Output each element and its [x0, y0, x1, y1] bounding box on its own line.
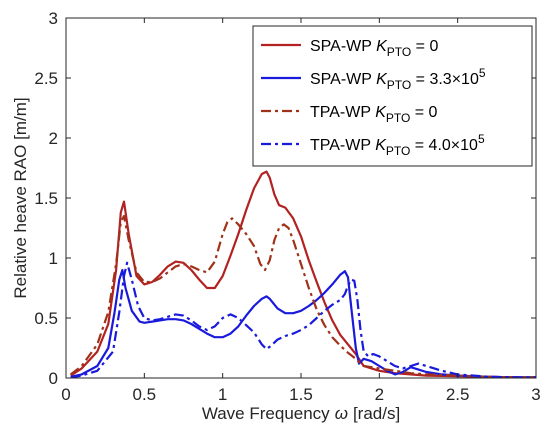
ticks-layer — [65, 17, 537, 379]
legend: SPA-WP KPTO = 0 SPA-WP KPTO = 3.3×105 TPA-… — [252, 25, 533, 167]
y-tick-label: 0 — [49, 369, 58, 388]
y-tick-label: 1 — [49, 249, 58, 268]
series-layer — [70, 170, 536, 379]
series-line-4 — [70, 261, 536, 379]
legend-box — [252, 25, 533, 167]
x-tick-label: 3 — [531, 385, 540, 404]
y-axis-label: Relative heave RAO [m/m] — [11, 97, 30, 298]
y-tick-labels: 0 0.5 1 1.5 2 2.5 3 — [34, 9, 58, 388]
y-tick-label: 2 — [49, 129, 58, 148]
x-tick-label: 1 — [218, 385, 227, 404]
legend-label-3: TPA-WP KPTO = 0 — [310, 104, 438, 125]
x-axis-label-text: Wave Frequency — [202, 404, 330, 423]
y-tick-label: 3 — [49, 9, 58, 28]
x-tick-label: 2 — [375, 385, 384, 404]
y-tick-label: 0.5 — [34, 309, 58, 328]
x-tick-labels: 0 0.5 1 1.5 2 2.5 3 — [61, 385, 540, 404]
series-line-3 — [70, 214, 536, 379]
series-line-2 — [70, 268, 536, 379]
x-tick-label: 1.5 — [289, 385, 313, 404]
legend-label-2: SPA-WP KPTO = 3.3×105 — [310, 66, 486, 92]
x-tick-label: 0.5 — [133, 385, 157, 404]
legend-label-4: TPA-WP KPTO = 4.0×105 — [310, 132, 485, 158]
series-line-1 — [70, 170, 536, 379]
x-axis-symbol: ω — [335, 404, 348, 423]
y-tick-label: 1.5 — [34, 189, 58, 208]
legend-label-1: SPA-WP KPTO = 0 — [310, 38, 438, 59]
x-axis-unit: [rad/s] — [353, 404, 400, 423]
x-axis-label: Wave Frequency ω [rad/s] — [202, 404, 400, 423]
y-tick-label: 2.5 — [34, 69, 58, 88]
x-tick-label: 0 — [61, 385, 70, 404]
x-tick-label: 2.5 — [446, 385, 470, 404]
